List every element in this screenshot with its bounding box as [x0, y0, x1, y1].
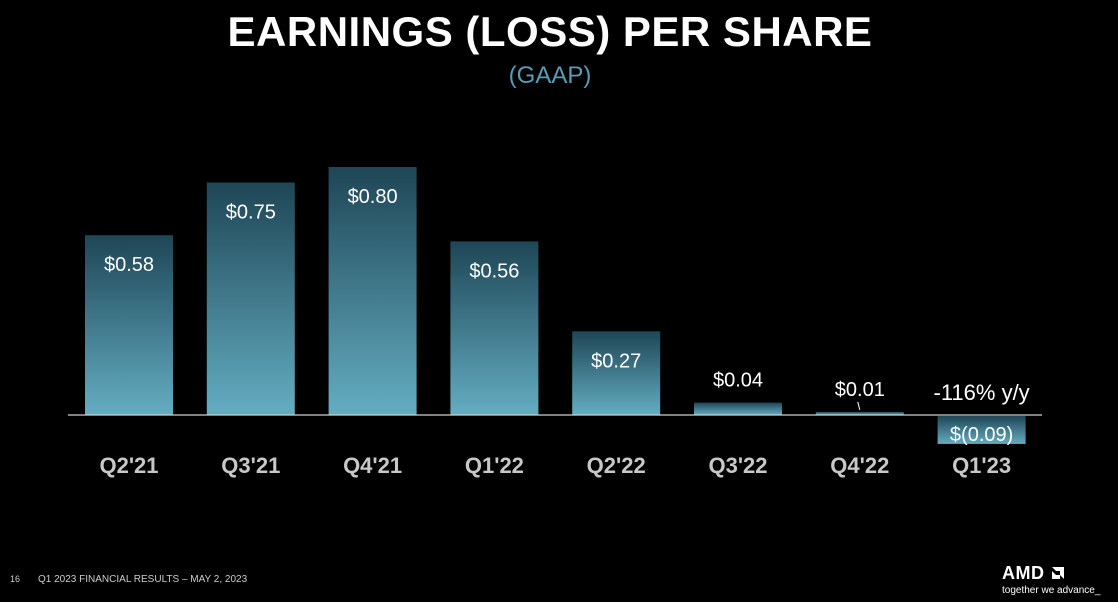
yoy-annotation: -116% y/y: [934, 380, 1030, 405]
bar-q322: [694, 402, 782, 415]
value-label-q321: $0.75: [226, 202, 276, 224]
value-label-q221: $0.58: [104, 254, 154, 276]
page-number: 16: [10, 574, 21, 584]
bar-q321: [206, 182, 295, 415]
bar-q221: [85, 235, 173, 415]
bar-q422: [815, 411, 904, 415]
bar-q122: [450, 241, 539, 415]
amd-logo: AMD together we advance_: [1002, 564, 1112, 598]
category-label-q421: Q4'21: [343, 453, 402, 478]
value-label-q222: $0.27: [591, 350, 641, 372]
category-label-q422: Q4'22: [830, 453, 889, 478]
footer-text: Q1 2023 FINANCIAL RESULTS – MAY 2, 2023: [38, 574, 248, 585]
bar-q222: [572, 331, 661, 415]
chart-subtitle: (GAAP): [508, 62, 592, 89]
value-label-q422: $0.01: [835, 379, 885, 401]
category-label-q322: Q3'22: [708, 453, 767, 478]
bar-q123: [937, 416, 1026, 444]
amd-tagline: together we advance_: [1002, 585, 1101, 596]
value-label-q123: $(0.09): [950, 424, 1013, 446]
amd-arrow-icon: [1051, 567, 1064, 579]
category-label-q123: Q1'23: [952, 453, 1011, 478]
category-label-q321: Q3'21: [221, 453, 280, 478]
value-label-q322: $0.04: [713, 370, 763, 392]
amd-wordmark: AMD: [1002, 563, 1045, 583]
value-label-q122: $0.56: [469, 260, 519, 282]
value-label-q421: $0.80: [348, 186, 398, 208]
category-label-q122: Q1'22: [465, 453, 524, 478]
bar-q421: [328, 167, 417, 415]
category-label-q221: Q2'21: [99, 453, 158, 478]
chart-title: EARNINGS (LOSS) PER SHARE: [227, 8, 873, 55]
leader-line-q422: [857, 401, 861, 411]
category-label-q222: Q2'22: [587, 453, 646, 478]
